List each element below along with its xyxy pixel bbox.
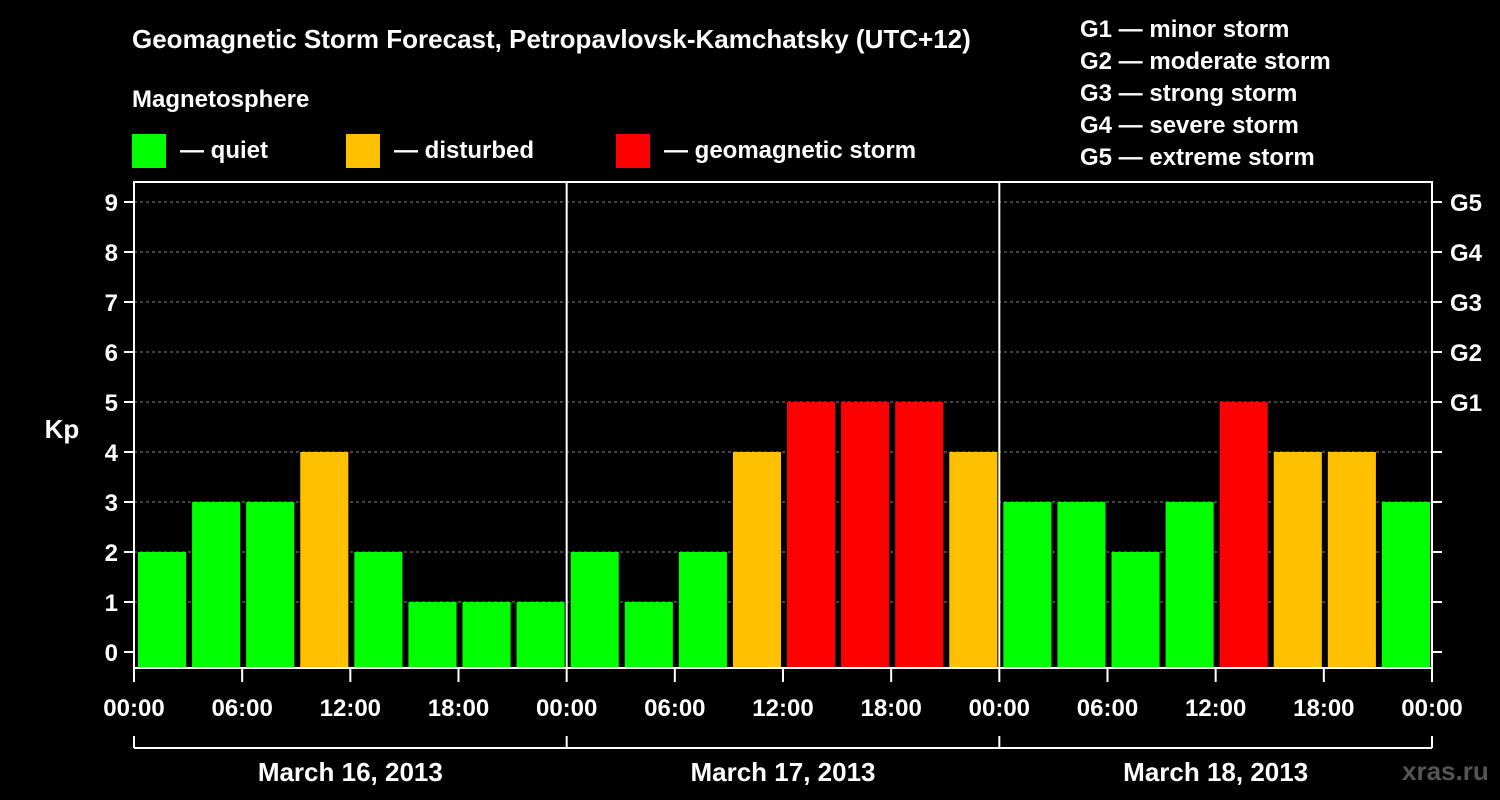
ytick-label-2: 2	[105, 540, 118, 567]
xtick-label-11: 18:00	[1293, 695, 1354, 722]
ytick-label-0: 0	[105, 640, 118, 667]
bar-3	[300, 452, 349, 668]
bar-2	[246, 502, 295, 668]
bar-22	[1327, 452, 1376, 668]
legend-swatch-disturbed	[346, 134, 380, 168]
credit-text: xras.ru	[1402, 756, 1489, 786]
right-axis-label-g3: G3	[1450, 290, 1482, 317]
legend-label-disturbed: — disturbed	[394, 137, 535, 164]
ytick-label-4: 4	[105, 440, 119, 467]
storm-scale-g5: G5 — extreme storm	[1080, 144, 1315, 171]
storm-scale-g3: G3 — strong storm	[1080, 80, 1298, 107]
legend-label-storm: — geomagnetic storm	[664, 137, 917, 164]
bar-14	[895, 402, 944, 668]
bar-8	[570, 552, 619, 668]
bar-13	[841, 402, 890, 668]
legend-title: Magnetosphere	[132, 86, 310, 113]
xtick-label-3: 18:00	[428, 695, 489, 722]
bar-21	[1273, 452, 1322, 668]
legend-item-quiet: — quiet	[132, 134, 268, 168]
legend-item-disturbed: — disturbed	[346, 134, 534, 168]
y-axis-label: Kp	[45, 414, 80, 444]
ytick-label-9: 9	[105, 190, 118, 217]
right-axis-label-g5: G5	[1450, 190, 1482, 217]
legend-label-quiet: — quiet	[180, 137, 268, 164]
bar-19	[1165, 502, 1214, 668]
xtick-label-7: 18:00	[860, 695, 921, 722]
right-axis-label-g2: G2	[1450, 340, 1482, 367]
xtick-label-0: 00:00	[103, 695, 164, 722]
legend-swatch-storm	[616, 134, 650, 168]
xtick-label-8: 00:00	[969, 695, 1030, 722]
right-axis-label-g1: G1	[1450, 390, 1482, 417]
ytick-label-1: 1	[105, 590, 118, 617]
storm-scale-g4: G4 — severe storm	[1080, 112, 1299, 139]
legend-item-storm: — geomagnetic storm	[616, 134, 916, 168]
bar-18	[1111, 552, 1160, 668]
bar-7	[516, 602, 565, 668]
bar-11	[732, 452, 781, 668]
bar-1	[192, 502, 241, 668]
xtick-label-9: 06:00	[1077, 695, 1138, 722]
bar-9	[624, 602, 673, 668]
bar-10	[678, 552, 727, 668]
xtick-label-10: 12:00	[1185, 695, 1246, 722]
ytick-label-5: 5	[105, 390, 118, 417]
storm-scale-g1: G1 — minor storm	[1080, 16, 1290, 43]
day-label-2: March 18, 2013	[1123, 757, 1308, 787]
bar-5	[408, 602, 457, 668]
day-label-1: March 17, 2013	[690, 757, 875, 787]
xtick-label-4: 00:00	[536, 695, 597, 722]
bar-17	[1057, 502, 1106, 668]
xtick-label-12: 00:00	[1401, 695, 1462, 722]
day-label-0: March 16, 2013	[258, 757, 443, 787]
bar-6	[462, 602, 511, 668]
chart-title: Geomagnetic Storm Forecast, Petropavlovs…	[132, 24, 971, 54]
bar-20	[1219, 402, 1268, 668]
ytick-label-6: 6	[105, 340, 118, 367]
ytick-label-3: 3	[105, 490, 118, 517]
right-axis-label-g4: G4	[1450, 240, 1483, 267]
legend-swatch-quiet	[132, 134, 166, 168]
bar-12	[787, 402, 836, 668]
bar-16	[1003, 502, 1052, 668]
storm-scale-g2: G2 — moderate storm	[1080, 48, 1331, 75]
xtick-label-1: 06:00	[211, 695, 272, 722]
bar-4	[354, 552, 403, 668]
bar-15	[949, 452, 998, 668]
bar-23	[1381, 502, 1430, 668]
xtick-label-5: 06:00	[644, 695, 705, 722]
xtick-label-6: 12:00	[752, 695, 813, 722]
storm-scale-list: G1 — minor storm G2 — moderate storm G3 …	[1080, 14, 1331, 174]
ytick-label-8: 8	[105, 240, 118, 267]
bar-0	[138, 552, 187, 668]
xtick-label-2: 12:00	[320, 695, 381, 722]
ytick-label-7: 7	[105, 290, 118, 317]
